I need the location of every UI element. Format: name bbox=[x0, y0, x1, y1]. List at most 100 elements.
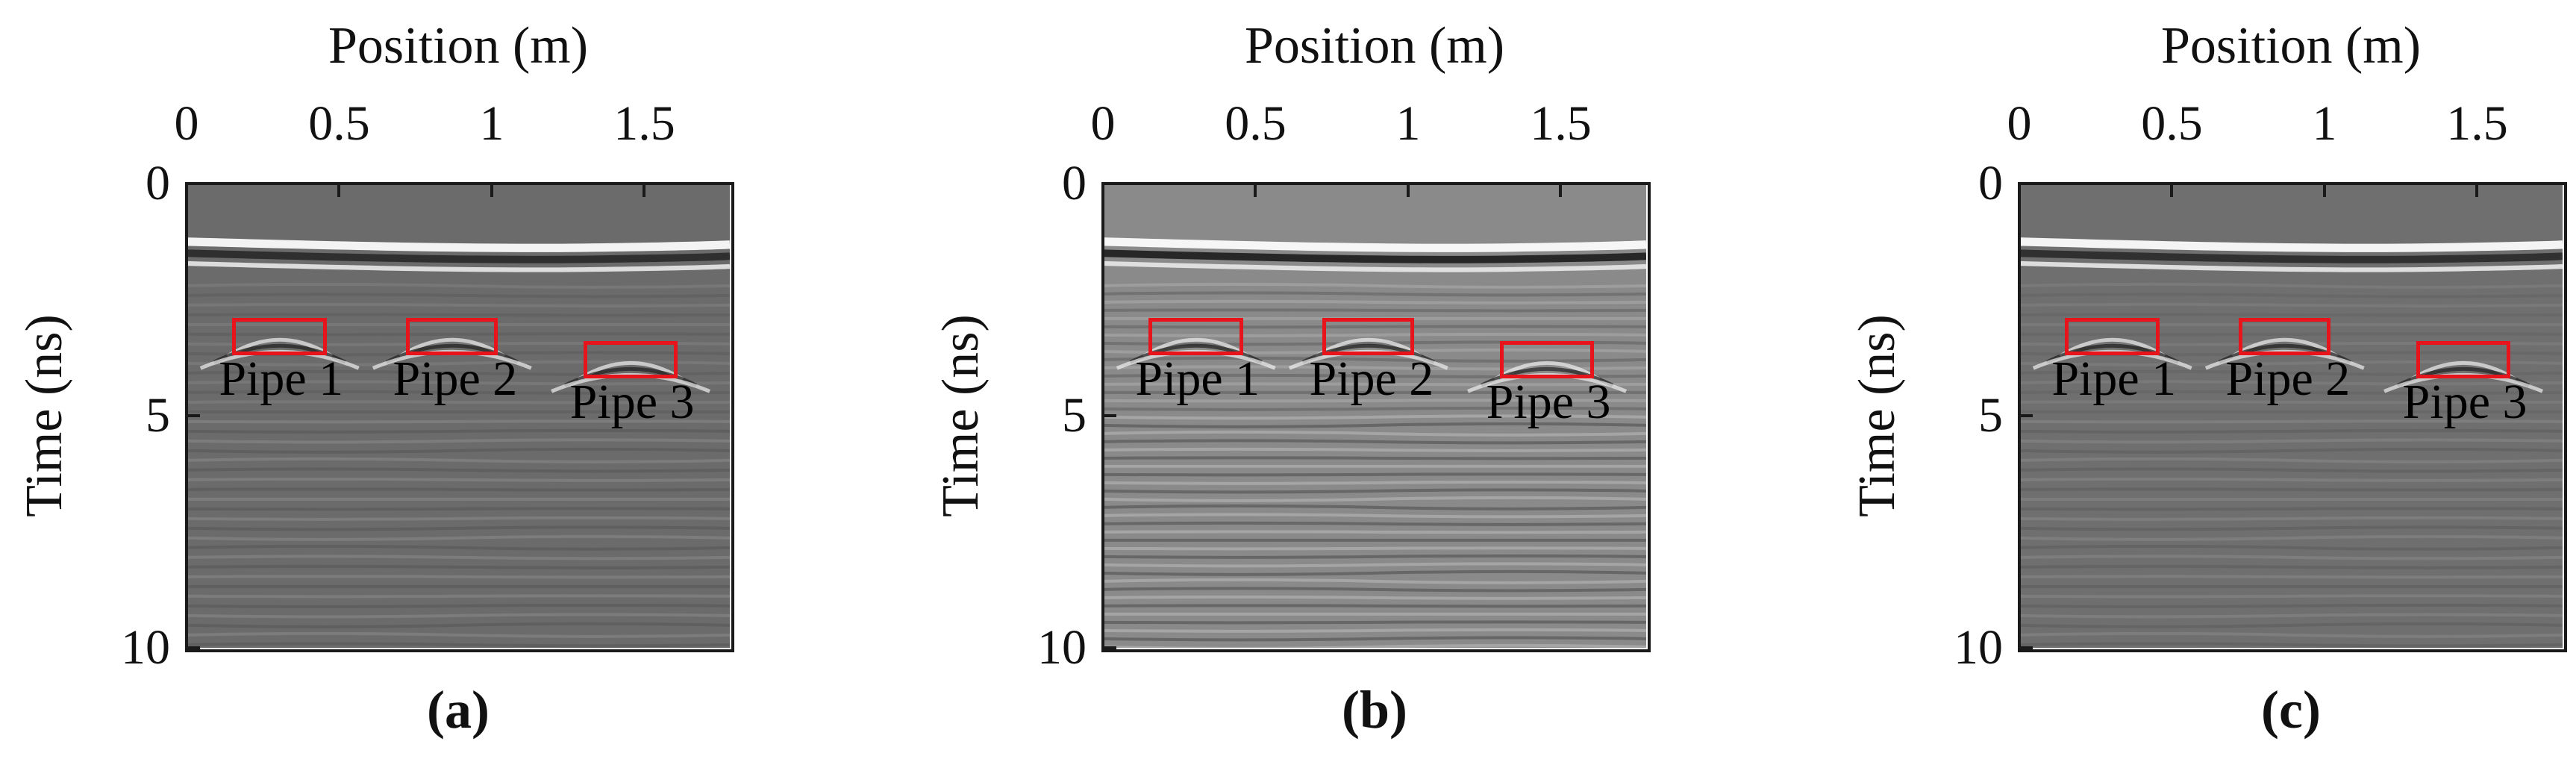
ringing-band bbox=[1103, 456, 1646, 460]
ringing-band bbox=[1103, 430, 1646, 437]
panel-a: Position (m) Time (ns) 0 0.5 1 1.5 0 5 10 Pipe… bbox=[0, 0, 858, 762]
y-tick-mark bbox=[1104, 646, 1116, 649]
y-tick-label: 10 bbox=[121, 620, 170, 675]
pipe-hyperbola bbox=[2059, 337, 2166, 358]
ringing-band bbox=[1103, 356, 1646, 363]
pipe-box bbox=[583, 341, 678, 379]
ringing-band bbox=[187, 534, 730, 541]
x-tick-label: 1.5 bbox=[1530, 96, 1592, 151]
x-tick-label: 1.5 bbox=[613, 96, 675, 151]
panel-caption: (c) bbox=[2261, 680, 2321, 740]
y-tick-label: 0 bbox=[1978, 156, 2003, 210]
ringing-band bbox=[187, 282, 730, 289]
x-tick-label: 1 bbox=[1395, 96, 1421, 151]
ringing-band bbox=[1103, 325, 1646, 329]
ringing-band bbox=[187, 313, 730, 317]
surface-reflection-0 bbox=[2019, 237, 2563, 252]
x-tick-mark bbox=[2018, 185, 2021, 197]
x-tick-mark bbox=[1101, 185, 1104, 197]
x-tick-label: 0.5 bbox=[308, 96, 370, 151]
x-axis-label: Position (m) bbox=[2160, 17, 2422, 75]
pipe-hyperbola bbox=[1315, 337, 1422, 358]
surface-reflection-0 bbox=[1103, 237, 1646, 252]
pipe-hyperbola bbox=[577, 360, 684, 381]
pipe-box bbox=[2239, 318, 2331, 356]
pipe-label: Pipe 3 bbox=[569, 375, 695, 430]
pipe-hyperbola bbox=[1493, 360, 1601, 381]
ringing-band bbox=[1103, 399, 1646, 403]
x-tick-label: 1 bbox=[2312, 96, 2337, 151]
ringing-band bbox=[187, 467, 730, 473]
x-tick-mark bbox=[2170, 185, 2174, 197]
ringing-band bbox=[2019, 487, 2563, 492]
ringing-band bbox=[187, 487, 730, 492]
y-tick-mark bbox=[188, 646, 200, 649]
ringing-band bbox=[2019, 613, 2563, 619]
pipe-hyperbola bbox=[1142, 337, 1250, 358]
radargram-plot bbox=[2019, 184, 2563, 648]
ringing-band bbox=[1103, 422, 1646, 428]
pipe-box bbox=[406, 318, 498, 356]
ringing-band bbox=[2019, 457, 2563, 463]
y-axis-label: Time (ns) bbox=[16, 314, 73, 517]
ringing-band bbox=[1103, 595, 1646, 600]
pipe-label: Pipe 3 bbox=[1486, 375, 1611, 430]
ringing-band bbox=[2019, 544, 2563, 551]
x-tick-mark bbox=[2475, 185, 2479, 197]
ringing-band bbox=[2019, 428, 2563, 434]
pipe-box bbox=[232, 318, 328, 356]
pipe-hyperbola bbox=[1129, 343, 1263, 364]
ringing-band bbox=[1103, 504, 1646, 510]
ringing-band bbox=[187, 419, 730, 424]
ringing-band bbox=[1103, 604, 1646, 608]
y-tick-mark bbox=[1104, 414, 1116, 417]
ringing-band bbox=[2019, 477, 2563, 482]
pipe-box bbox=[1322, 318, 1415, 356]
panel-c: Position (m) Time (ns) 0 0.5 1 1.5 0 5 10 Pipe… bbox=[1833, 0, 2576, 762]
ringing-band bbox=[187, 631, 730, 638]
ringing-band bbox=[1103, 447, 1646, 452]
x-tick-label: 0.5 bbox=[1225, 96, 1287, 151]
ringing-band bbox=[1103, 414, 1646, 420]
ringing-band bbox=[1103, 569, 1646, 576]
ringing-band bbox=[2019, 603, 2563, 608]
pipe-hyperbola bbox=[2045, 343, 2179, 364]
ringing-band bbox=[2019, 313, 2563, 317]
x-tick-mark bbox=[1406, 185, 1410, 197]
pipe-hyperbola bbox=[2218, 343, 2351, 364]
ringing-band bbox=[2019, 575, 2563, 579]
ringing-band bbox=[1103, 643, 1646, 648]
ringing-band bbox=[2019, 622, 2563, 628]
ringing-band bbox=[1103, 480, 1646, 485]
x-tick-mark bbox=[337, 185, 341, 197]
ringing-band bbox=[187, 544, 730, 551]
ringing-band bbox=[187, 447, 730, 454]
ringing-band bbox=[187, 525, 730, 531]
surface-reflection-2 bbox=[187, 260, 730, 272]
ringing-band bbox=[1103, 496, 1646, 502]
x-axis-label: Position (m) bbox=[1244, 17, 1505, 75]
ringing-band bbox=[187, 507, 730, 511]
ringing-band bbox=[1103, 406, 1646, 411]
y-tick-label: 10 bbox=[1954, 620, 2003, 675]
x-tick-mark bbox=[643, 185, 646, 197]
x-tick-mark bbox=[185, 185, 188, 197]
surface-reflection-1 bbox=[2019, 249, 2563, 263]
y-tick-mark bbox=[1104, 182, 1116, 185]
ringing-band bbox=[187, 302, 730, 307]
ringing-band bbox=[2019, 282, 2563, 289]
pipe-box bbox=[1499, 341, 1595, 379]
x-tick-mark bbox=[1254, 185, 1257, 197]
ringing-band bbox=[2019, 419, 2563, 424]
y-axis-label: Time (ns) bbox=[1848, 314, 1906, 517]
ringing-band bbox=[187, 622, 730, 628]
y-tick-mark bbox=[2021, 182, 2033, 185]
ringing-band bbox=[187, 603, 730, 608]
ringing-band bbox=[2019, 438, 2563, 444]
panel-caption: (b) bbox=[1342, 680, 1407, 740]
pipe-label: Pipe 3 bbox=[2402, 375, 2527, 430]
y-tick-mark bbox=[188, 414, 200, 417]
ringing-band bbox=[1103, 546, 1646, 551]
ringing-band bbox=[1103, 282, 1646, 289]
